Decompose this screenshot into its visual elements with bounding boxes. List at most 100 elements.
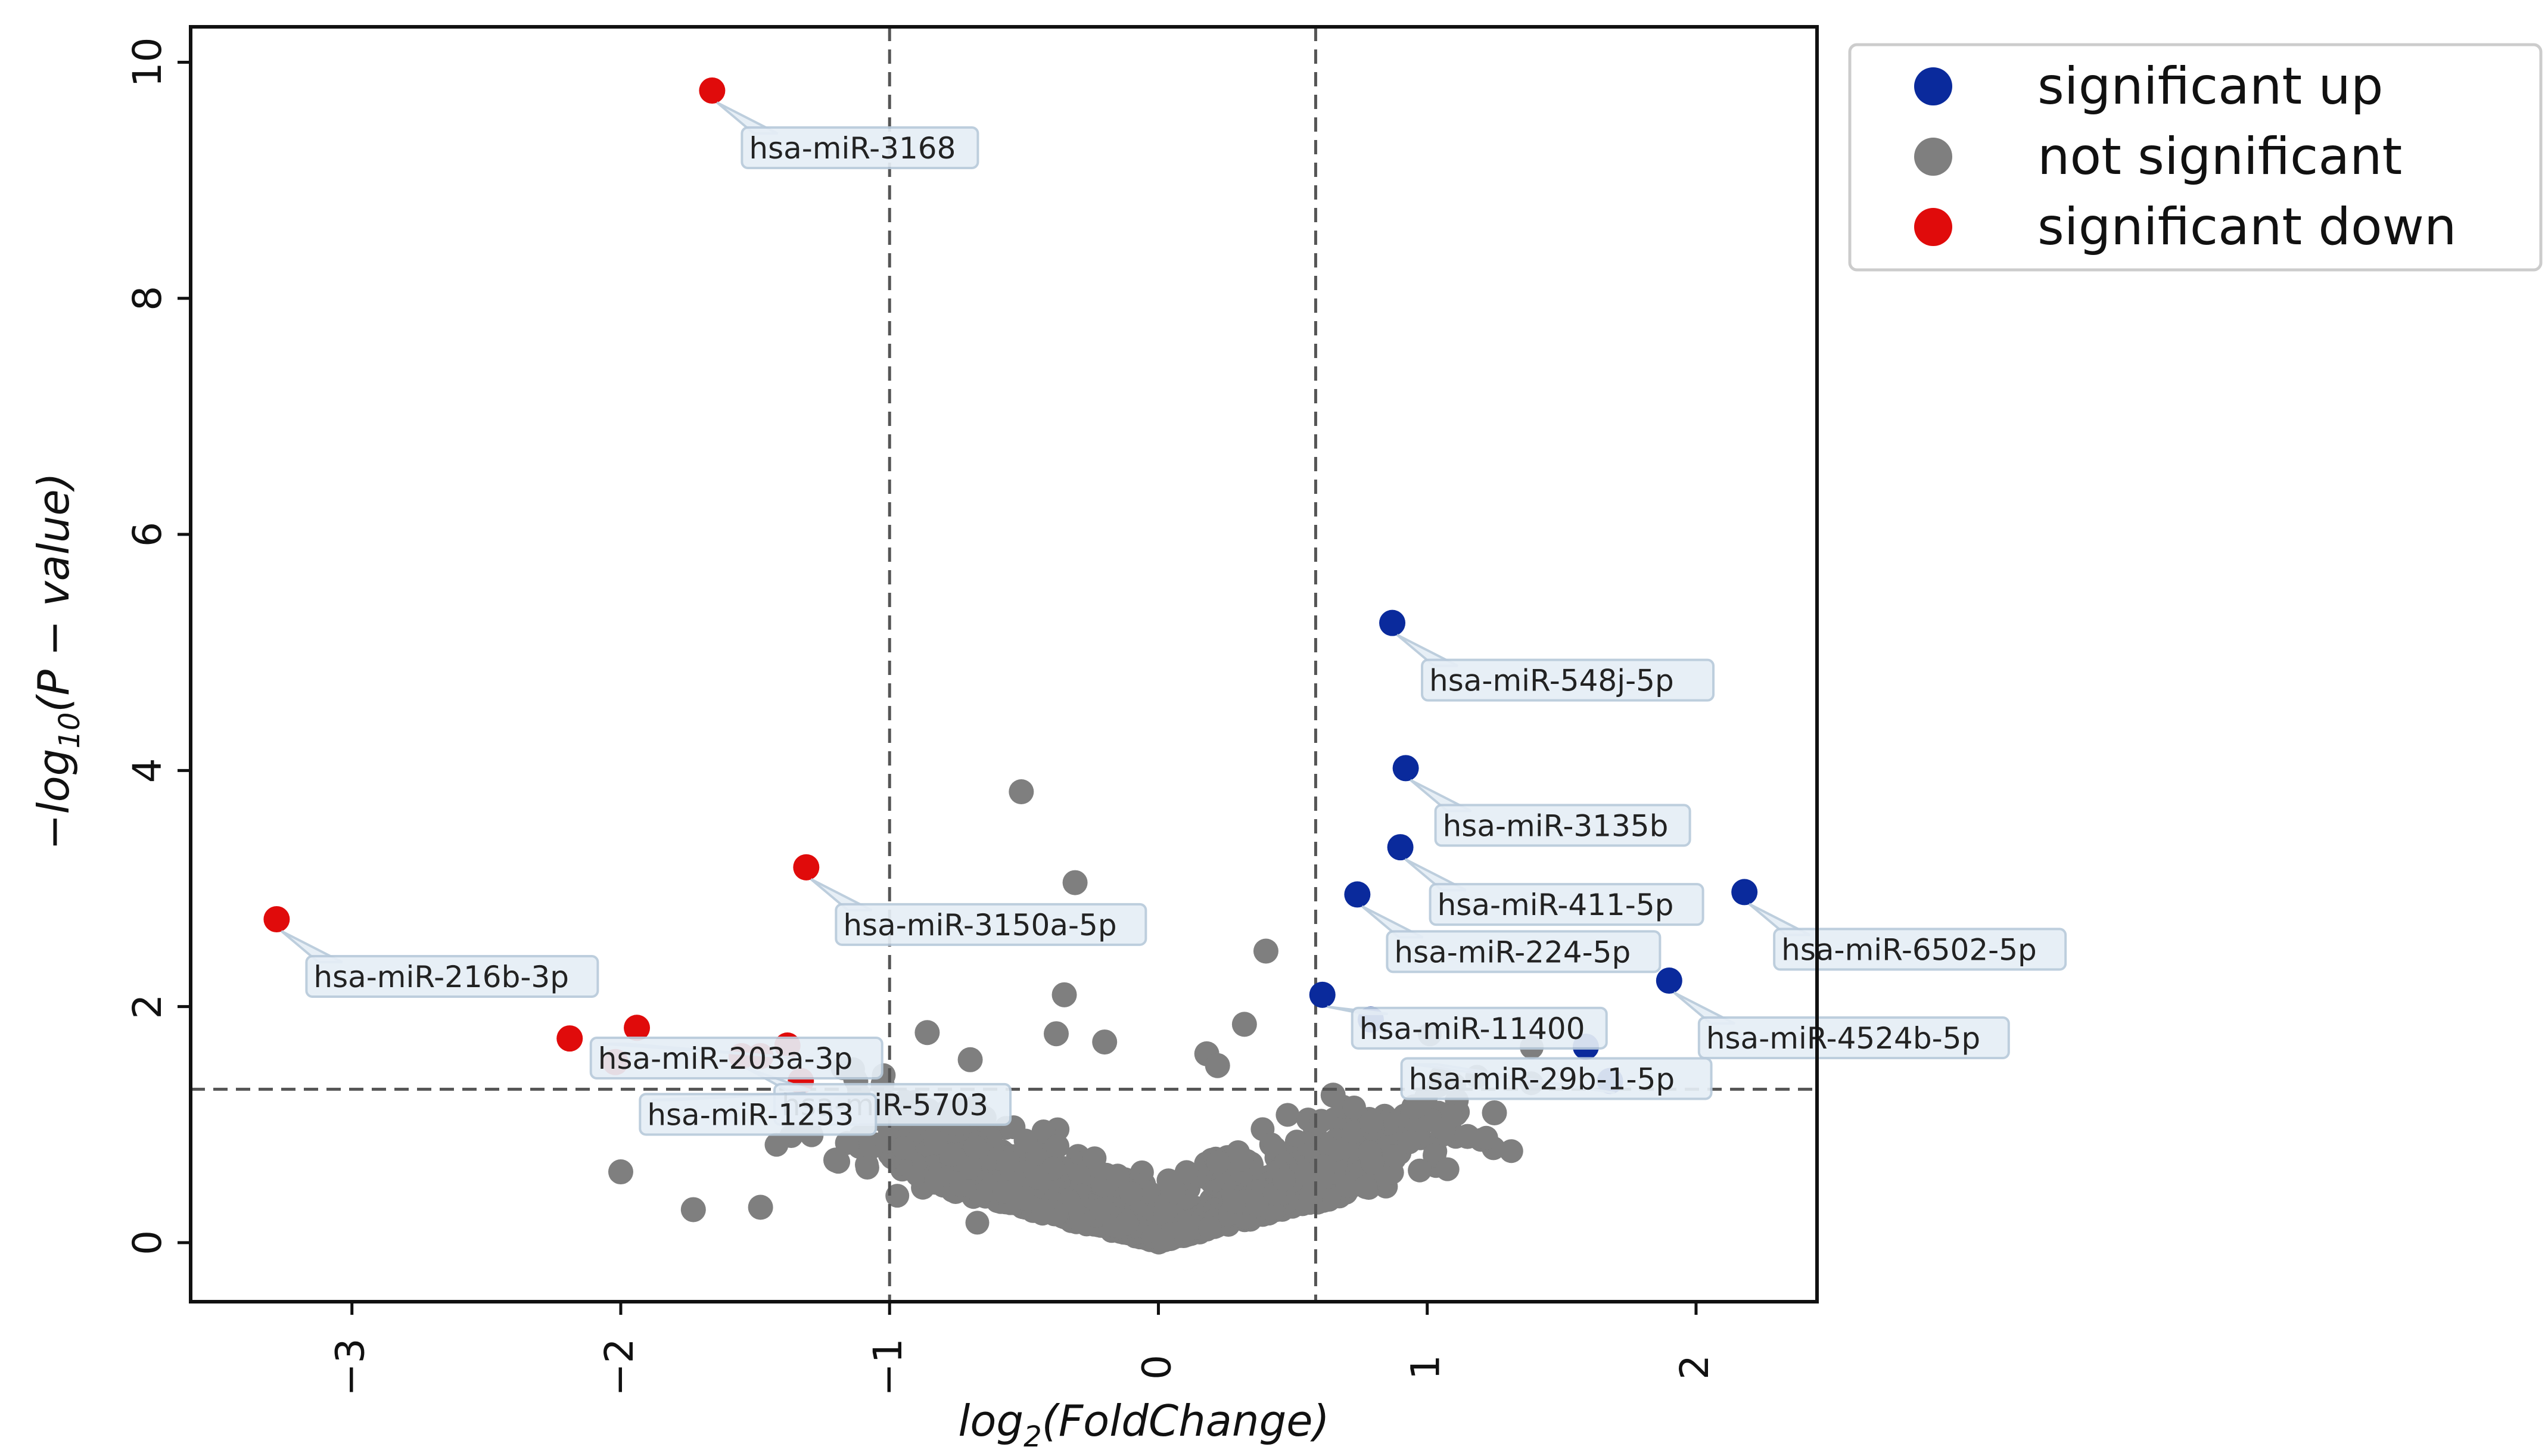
ns-point (914, 1020, 940, 1046)
legend: significant up not significant significa… (1848, 43, 2543, 272)
legend-marker-down (1914, 208, 1952, 246)
ns-cloud-point (1089, 1197, 1113, 1222)
down-point (699, 77, 726, 104)
ns-cloud-point (1354, 1175, 1378, 1199)
ns-point (1320, 1082, 1346, 1108)
ns-point (1092, 1029, 1118, 1055)
ns-point (1051, 982, 1077, 1007)
legend-label-down: significant down (2037, 197, 2456, 257)
annotation-hsa-mir-203a-3p: hsa-miR-203a-3p (589, 1037, 883, 1080)
ns-cloud-point (1161, 1181, 1186, 1205)
ns-cloud-point (965, 1211, 990, 1235)
ns-cloud-point (764, 1133, 789, 1157)
ns-cloud-point (1115, 1211, 1139, 1236)
not-significant-cloud (764, 1022, 1544, 1255)
annotation-hsa-mir-548j-5p: hsa-miR-548j-5p (1396, 633, 1715, 702)
ns-cloud-point (885, 1184, 910, 1208)
ns-point (1231, 1012, 1257, 1037)
y-tick-label: 0 (125, 1230, 170, 1255)
y-tick-label: 2 (125, 994, 170, 1019)
down-point (793, 854, 820, 881)
x-axis-ticks: −3 −2 −1 0 1 2 (328, 1302, 1718, 1396)
ns-cloud-point (1342, 1120, 1366, 1144)
x-tick-label: 2 (1672, 1355, 1718, 1380)
annotation-hsa-mir-3150a-5p: hsa-miR-3150a-5p (810, 878, 1147, 946)
ns-point (748, 1194, 773, 1220)
up-point (1731, 879, 1758, 906)
ns-cloud-point (1119, 1181, 1143, 1206)
ns-cloud-point (1197, 1216, 1222, 1240)
annotation-label: hsa-miR-203a-3p (598, 1041, 853, 1076)
x-axis-title: log2(FoldChange) (958, 1396, 1329, 1454)
ns-cloud-point (1245, 1193, 1269, 1217)
up-point (1309, 981, 1336, 1008)
annotation-box (1421, 658, 1715, 702)
annotation-box (589, 1037, 883, 1080)
y-tick-label: 4 (125, 758, 170, 783)
annotation-label: hsa-miR-411-5p (1438, 888, 1674, 922)
ns-cloud-point (1174, 1160, 1199, 1184)
annotation-box (1429, 883, 1704, 926)
annotation-box (639, 1093, 878, 1136)
annotation-box (1697, 1016, 2010, 1060)
annotation-box (1400, 1057, 1713, 1100)
legend-label-up: significant up (2037, 57, 2384, 116)
ns-cloud-point (891, 1135, 916, 1160)
y-tick-label: 8 (125, 286, 170, 311)
ns-point (1482, 1100, 1507, 1125)
ns-cloud-point (1272, 1167, 1296, 1191)
annotation-hsa-mir-29b-1-5p: hsa-miR-29b-1-5p (1400, 1057, 1713, 1100)
down-point (556, 1025, 583, 1052)
ns-cloud-point (1342, 1096, 1366, 1119)
ns-cloud-point (1408, 1158, 1432, 1183)
ns-cloud-point (1499, 1139, 1523, 1163)
ns-cloud-point (1206, 1150, 1230, 1174)
ns-cloud-point (1046, 1134, 1070, 1158)
ns-point (1043, 1021, 1069, 1047)
plot-frame (189, 25, 1819, 1303)
y-axis-ticks: 0 2 4 6 8 10 (125, 37, 191, 1255)
ns-cloud-point (1298, 1188, 1323, 1212)
ns-cloud-point (1011, 1186, 1035, 1211)
legend-label-not-significant: not significant (2037, 127, 2402, 186)
up-point (1392, 755, 1419, 782)
annotation-hsa-mir-6502-5p: hsa-miR-6502-5p (1748, 903, 2067, 971)
ns-cloud-point (1031, 1119, 1056, 1144)
y-axis-title: −log10(P − value) (29, 472, 86, 850)
annotation-label: hsa-miR-1253 (647, 1097, 854, 1132)
x-tick-label: 0 (1134, 1355, 1180, 1380)
ns-cloud-point (1359, 1110, 1384, 1134)
ns-point (1401, 1094, 1427, 1120)
point-annotations: hsa-miR-548j-5p hsa-miR-3135b hsa-miR-411-… (281, 101, 2067, 1136)
annotation-label: hsa-miR-216b-3p (313, 960, 569, 994)
ns-cloud-point (992, 1180, 1016, 1204)
annotation-box (1351, 1006, 1608, 1050)
ns-cloud-point (1150, 1228, 1175, 1253)
annotation-label: hsa-miR-11400 (1359, 1012, 1585, 1046)
ns-cloud-point (949, 1173, 973, 1197)
annotation-label: hsa-miR-6502-5p (1781, 932, 2037, 967)
ns-cloud-point (1435, 1157, 1460, 1181)
legend-marker-not-significant (1914, 138, 1952, 176)
down-point (263, 906, 290, 932)
down-point (624, 1015, 651, 1041)
annotation-label: hsa-miR-3168 (749, 131, 956, 166)
annotation-label: hsa-miR-548j-5p (1429, 664, 1674, 698)
annotation-label: hsa-miR-224-5p (1394, 935, 1631, 969)
annotation-label: hsa-miR-29b-1-5p (1409, 1062, 1675, 1096)
annotation-hsa-mir-4524b-5p: hsa-miR-4524b-5p (1673, 991, 2010, 1060)
threshold-lines (191, 27, 1817, 1302)
ns-cloud-point (1317, 1187, 1341, 1212)
ns-point (957, 1047, 983, 1072)
ns-cloud-point (1013, 1128, 1038, 1153)
ns-cloud-point (1031, 1198, 1056, 1222)
ns-point (823, 1147, 848, 1173)
y-tick-label: 10 (125, 37, 170, 87)
ns-cloud-point (995, 1150, 1020, 1174)
ns-cloud-point (1106, 1163, 1130, 1188)
annotation-box (305, 955, 599, 998)
annotation-hsa-mir-3135b: hsa-miR-3135b (1410, 779, 1691, 847)
ns-cloud-point (1222, 1189, 1247, 1214)
annotation-hsa-mir-11400: hsa-miR-11400 (1327, 1005, 1608, 1050)
ns-cloud-point (1432, 1117, 1456, 1141)
